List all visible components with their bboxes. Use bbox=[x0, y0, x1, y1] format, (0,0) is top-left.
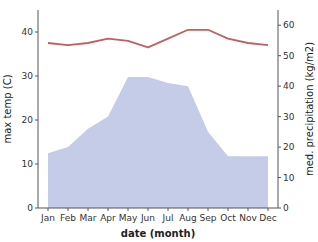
x-tick-label: Nov bbox=[239, 213, 257, 223]
x-tick bbox=[128, 208, 129, 211]
x-tick bbox=[268, 208, 269, 211]
y-tick bbox=[35, 208, 38, 209]
y2-tick-label: 30 bbox=[283, 112, 295, 122]
y2-tick bbox=[278, 55, 281, 56]
x-tick-label: Feb bbox=[60, 213, 76, 223]
y-tick bbox=[35, 32, 38, 33]
x-tick-label: Sep bbox=[200, 213, 217, 223]
y2-tick-label: 60 bbox=[283, 20, 295, 30]
y2-tick bbox=[278, 177, 281, 178]
y2-tick bbox=[278, 86, 281, 87]
plot-marks bbox=[48, 30, 268, 208]
y2-tick bbox=[278, 116, 281, 117]
x-tick bbox=[108, 208, 109, 211]
y2-tick bbox=[278, 208, 281, 209]
y-tick bbox=[35, 76, 38, 77]
chart-container: 0 10 20 30 40 0 10 20 30 40 50 60 Jan Feb MarAprMayJun… bbox=[0, 0, 318, 242]
x-tick-label: May bbox=[119, 213, 138, 223]
x-tick bbox=[228, 208, 229, 211]
x-tick-label: Jul bbox=[162, 213, 174, 223]
y2-tick-label: 10 bbox=[283, 173, 295, 183]
x-tick-label: Mar bbox=[80, 213, 97, 223]
y2-tick-label: 50 bbox=[283, 51, 295, 61]
y2-tick-label: 0 bbox=[283, 203, 289, 213]
x-tick-label: Apr bbox=[100, 213, 116, 223]
y-axis-line bbox=[38, 10, 39, 208]
line bbox=[48, 30, 268, 48]
y-tick-label: 30 bbox=[22, 71, 34, 81]
x-tick bbox=[208, 208, 209, 211]
y2-axis-line bbox=[278, 10, 279, 208]
x-tick bbox=[48, 208, 49, 211]
area bbox=[48, 77, 268, 208]
y-tick-label: 20 bbox=[22, 115, 34, 125]
chart: 0 10 20 30 40 0 10 20 30 40 50 60 Jan Feb MarAprMayJun… bbox=[0, 0, 318, 242]
y2-axis-label: med. precipitation (kg/m2) bbox=[304, 42, 315, 176]
x-tick bbox=[148, 208, 149, 211]
x-tick bbox=[168, 208, 169, 211]
x-tick-label: Dec bbox=[259, 213, 276, 223]
x-tick-label: Jun bbox=[140, 213, 155, 223]
y2-tick-label: 20 bbox=[283, 142, 295, 152]
y-tick-label: 10 bbox=[22, 159, 34, 169]
axes: 0 10 20 30 40 0 10 20 30 40 50 60 Jan Feb MarAprMayJun… bbox=[22, 10, 295, 223]
y2-tick bbox=[278, 25, 281, 26]
x-axis-label: date (month) bbox=[121, 228, 195, 239]
y-axis-label: max temp (C) bbox=[2, 74, 13, 143]
y-tick bbox=[35, 164, 38, 165]
x-tick-label: Aug bbox=[179, 213, 197, 223]
x-tick-label: Jan bbox=[40, 213, 55, 223]
x-axis-line bbox=[38, 208, 278, 209]
x-tick bbox=[248, 208, 249, 211]
y2-tick-label: 40 bbox=[283, 81, 295, 91]
x-tick bbox=[88, 208, 89, 211]
y2-tick bbox=[278, 147, 281, 148]
y-tick-label: 0 bbox=[27, 203, 33, 213]
x-tick-label: Oct bbox=[220, 213, 236, 223]
x-tick bbox=[188, 208, 189, 211]
x-tick bbox=[68, 208, 69, 211]
y-tick-label: 40 bbox=[22, 27, 34, 37]
y-tick bbox=[35, 120, 38, 121]
